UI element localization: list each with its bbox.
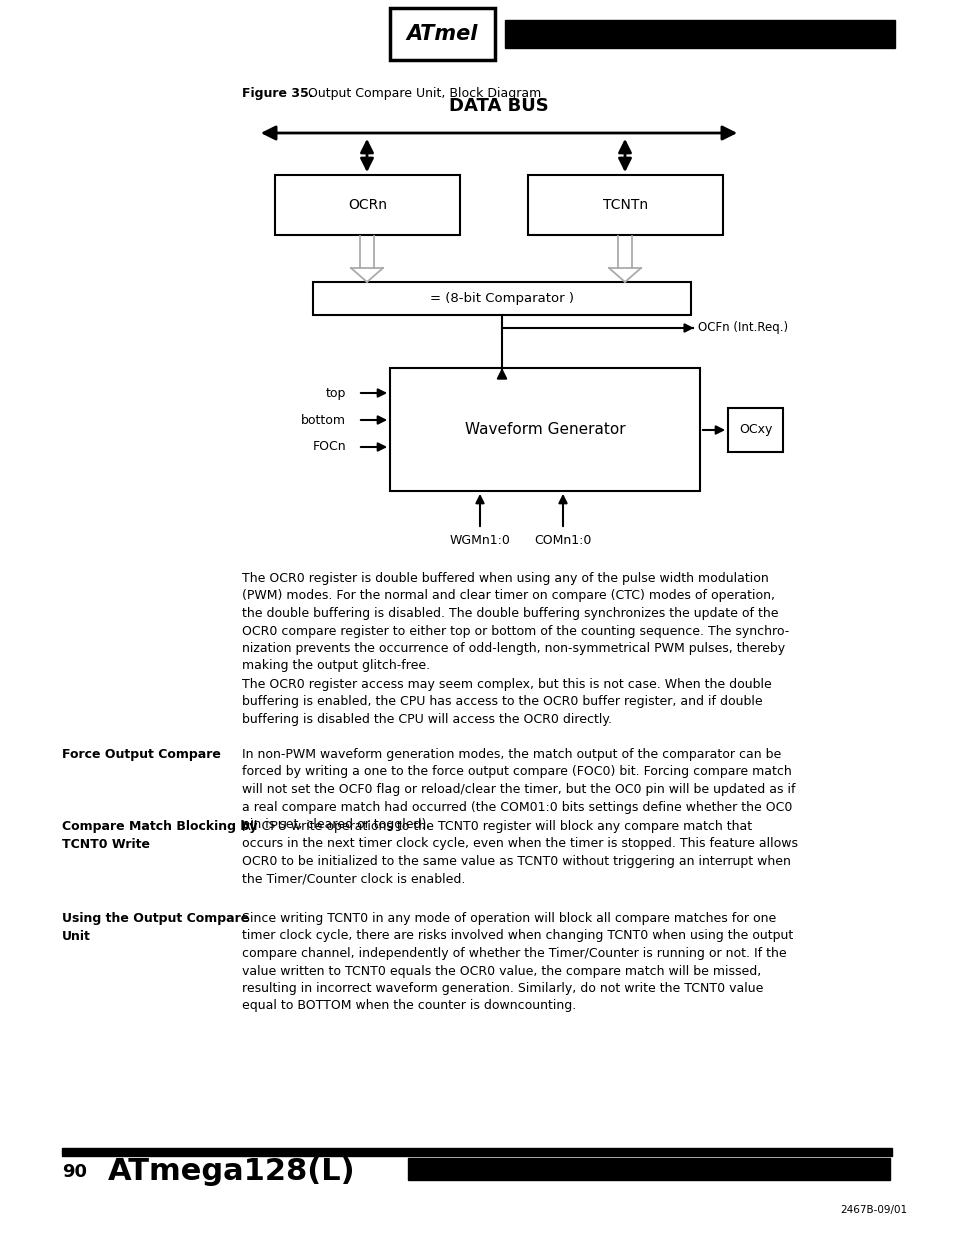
Text: Compare Match Blocking by
TCNT0 Write: Compare Match Blocking by TCNT0 Write — [62, 820, 257, 851]
Text: OCRn: OCRn — [348, 198, 387, 212]
Text: The OCR0 register access may seem complex, but this is not case. When the double: The OCR0 register access may seem comple… — [242, 678, 771, 726]
Text: 2467B-09/01: 2467B-09/01 — [840, 1205, 906, 1215]
Bar — [62, 1149, 891, 1156]
Text: WGMn1:0: WGMn1:0 — [449, 534, 510, 547]
Text: bottom: bottom — [301, 414, 346, 426]
Bar — [408, 1158, 889, 1179]
Text: Waveform Generator: Waveform Generator — [464, 422, 624, 437]
Text: top: top — [325, 387, 346, 399]
Text: Since writing TCNT0 in any mode of operation will block all compare matches for : Since writing TCNT0 in any mode of opera… — [242, 911, 792, 1013]
Text: All CPU write operations to the TCNT0 register will block any compare match that: All CPU write operations to the TCNT0 re… — [242, 820, 797, 885]
Text: ATmega128(L): ATmega128(L) — [108, 1157, 355, 1186]
Bar — [313, 282, 690, 315]
Bar — [390, 368, 700, 492]
Text: The OCR0 register is double buffered when using any of the pulse width modulatio: The OCR0 register is double buffered whe… — [242, 572, 788, 673]
Text: Figure 35.: Figure 35. — [242, 86, 314, 100]
Text: In non-PWM waveform generation modes, the match output of the comparator can be
: In non-PWM waveform generation modes, th… — [242, 748, 795, 831]
Text: ATmel: ATmel — [406, 23, 477, 44]
Text: FOCn: FOCn — [312, 441, 346, 453]
Bar — [527, 175, 722, 235]
Text: OCxy: OCxy — [738, 424, 771, 436]
Text: OCFn (Int.Req.): OCFn (Int.Req.) — [698, 321, 787, 335]
Bar — [504, 20, 894, 48]
Bar — [727, 408, 782, 452]
Bar — [390, 7, 495, 61]
Text: Using the Output Compare
Unit: Using the Output Compare Unit — [62, 911, 249, 942]
Text: COMn1:0: COMn1:0 — [534, 534, 591, 547]
Text: 90: 90 — [62, 1163, 87, 1181]
Bar — [274, 175, 459, 235]
Text: = (8-bit Comparator ): = (8-bit Comparator ) — [430, 291, 574, 305]
Text: DATA BUS: DATA BUS — [449, 98, 548, 115]
Text: TCNTn: TCNTn — [602, 198, 647, 212]
Text: Output Compare Unit, Block Diagram: Output Compare Unit, Block Diagram — [299, 86, 540, 100]
Text: Force Output Compare: Force Output Compare — [62, 748, 221, 761]
